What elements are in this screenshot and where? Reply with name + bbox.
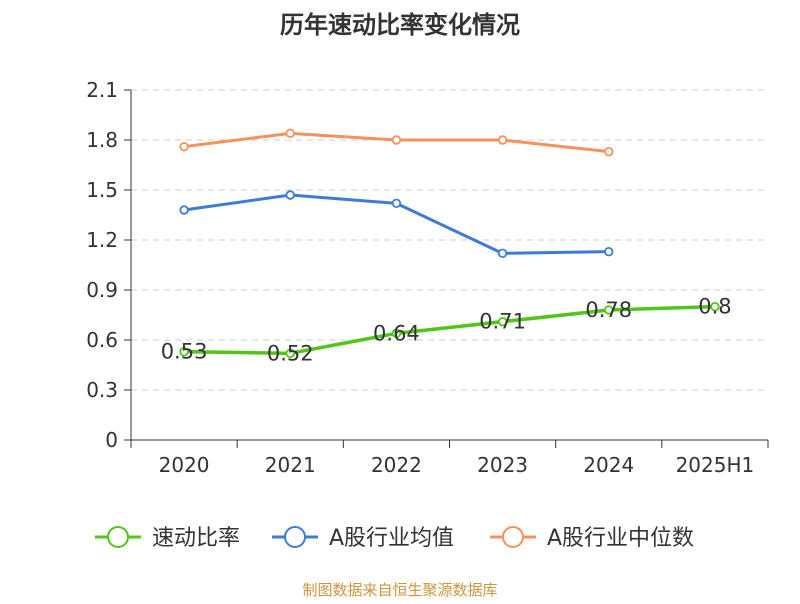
- legend-item-0[interactable]: 速动比率: [95, 526, 240, 551]
- data-labels: 0.53 0.52 0.64 0.71 0.78 0.8: [161, 295, 732, 366]
- data-label: 0.52: [267, 341, 314, 365]
- data-point[interactable]: [179, 346, 189, 357]
- data-point[interactable]: [391, 135, 402, 145]
- data-point[interactable]: [391, 328, 402, 339]
- x-tick-label: 2024: [583, 453, 634, 477]
- axes: 0 0.3 0.6 0.9 1.2 1.5 1.8 2.1 2020 2021 2022 2023 20…: [86, 78, 769, 477]
- y-tick-label: 1.8: [86, 128, 118, 152]
- data-point[interactable]: [604, 305, 614, 315]
- legend-label: 速动比率: [152, 526, 240, 551]
- source-note: 制图数据来自恒生聚源数据库: [302, 581, 497, 599]
- y-tick-label: 0.3: [86, 378, 118, 402]
- y-tick-label: 0.9: [86, 278, 118, 302]
- y-tick-label: 1.5: [86, 178, 118, 202]
- x-tick-label: 2022: [371, 453, 422, 477]
- data-point[interactable]: [285, 128, 295, 139]
- data-point[interactable]: [604, 146, 614, 157]
- data-point[interactable]: [497, 135, 508, 145]
- data-label: 0.64: [373, 321, 420, 345]
- series-1: [179, 190, 614, 259]
- data-point[interactable]: [710, 301, 720, 312]
- x-tick-label: 2020: [159, 453, 210, 477]
- data-point[interactable]: [497, 316, 508, 327]
- data-label: 0.78: [585, 298, 632, 322]
- data-point[interactable]: [604, 246, 614, 257]
- legend[interactable]: 速动比率 A股行业均值 A股行业中位数: [95, 526, 694, 551]
- data-point[interactable]: [179, 205, 189, 215]
- legend-item-2[interactable]: A股行业中位数: [490, 526, 694, 551]
- data-point[interactable]: [285, 190, 295, 200]
- legend-label: A股行业均值: [329, 526, 454, 551]
- x-tick-label: 2021: [265, 453, 316, 477]
- data-point[interactable]: [391, 198, 402, 209]
- data-point[interactable]: [179, 141, 189, 152]
- series-0: [179, 301, 720, 359]
- legend-marker: [284, 526, 306, 548]
- x-tick-label: 2023: [477, 453, 528, 477]
- legend-marker: [502, 526, 524, 548]
- data-point[interactable]: [285, 348, 295, 359]
- y-tick-label: 0: [105, 428, 118, 452]
- y-tick-label: 0.6: [86, 328, 118, 352]
- legend-item-1[interactable]: A股行业均值: [272, 526, 454, 551]
- data-label: 0.53: [161, 340, 208, 364]
- series-lines: [179, 128, 720, 359]
- data-point[interactable]: [497, 248, 508, 259]
- y-tick-label: 2.1: [86, 78, 118, 102]
- data-label: 0.8: [698, 295, 731, 319]
- series-line: [182, 304, 717, 356]
- legend-marker: [107, 526, 129, 548]
- y-tick-label: 1.2: [86, 228, 118, 252]
- legend-label: A股行业中位数: [547, 526, 694, 551]
- series-2: [179, 128, 614, 157]
- chart-title: 历年速动比率变化情况: [280, 11, 520, 39]
- grid-lines: [131, 89, 768, 391]
- data-label: 0.71: [479, 310, 526, 334]
- x-tick-label: 2025H1: [676, 453, 755, 477]
